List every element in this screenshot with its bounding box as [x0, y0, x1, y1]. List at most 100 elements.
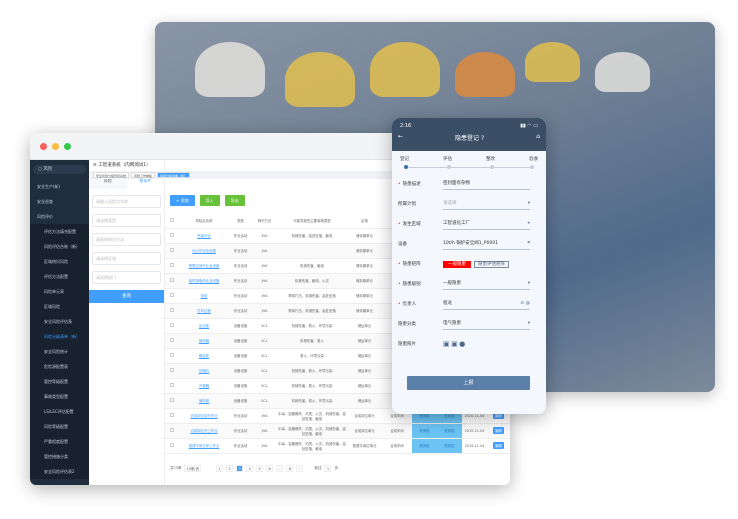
risk-point-link[interactable]: 冷凝器: [179, 378, 229, 394]
filter-input[interactable]: 请选择区域: [92, 252, 161, 265]
submit-button[interactable]: 上报: [407, 376, 530, 390]
risk-point-link[interactable]: 反应釜: [179, 318, 229, 334]
row-checkbox[interactable]: [170, 233, 174, 237]
page-button[interactable]: ...: [276, 465, 284, 472]
sidebar-item[interactable]: 安全风险评估表: [30, 314, 89, 329]
add-voice-icon[interactable]: ●: [459, 340, 466, 348]
field-input[interactable]: 程龙 ⊙ @: [443, 299, 530, 310]
dropdown-caret-icon[interactable]: ▾: [527, 280, 530, 286]
row-checkbox[interactable]: [170, 323, 174, 327]
scan-icon[interactable]: ⌗: [527, 240, 530, 246]
row-checkbox[interactable]: [170, 278, 174, 282]
page-button[interactable]: 1: [216, 465, 224, 472]
next-page-button[interactable]: ›: [296, 465, 304, 472]
maximize-dot[interactable]: [64, 142, 71, 150]
page-size-select[interactable]: 10条/页: [184, 465, 202, 472]
risk-point-link[interactable]: 换热器: [179, 333, 229, 349]
field-input[interactable]: 工智道化工厂 ⌖: [443, 219, 530, 230]
risk-point-link[interactable]: 合成岗位开工作业: [179, 423, 229, 439]
risk-point-link[interactable]: 动火作业及设施: [179, 243, 229, 259]
sidebar-item[interactable]: 区域辨识风险: [30, 254, 89, 269]
query-button[interactable]: 查询: [89, 290, 164, 303]
risk-matrix-button[interactable]: 隐患评估矩阵: [474, 261, 509, 268]
page-button[interactable]: 8: [286, 465, 294, 472]
row-checkbox[interactable]: [170, 443, 174, 447]
row-checkbox[interactable]: [170, 368, 174, 372]
row-checkbox[interactable]: [170, 428, 174, 432]
filter-input[interactable]: 请输入风险点名称: [92, 195, 161, 208]
row-checkbox[interactable]: [170, 338, 174, 342]
export-button[interactable]: 导出: [224, 195, 245, 206]
page-button[interactable]: 5: [256, 465, 264, 472]
row-checkbox[interactable]: [170, 383, 174, 387]
page-button[interactable]: 2: [226, 465, 234, 472]
hazard-level-tag[interactable]: 一般隐患: [443, 261, 471, 268]
home-icon[interactable]: ⌂: [536, 133, 540, 140]
crumb-tab[interactable]: 安全风险分级管控系统: [93, 172, 130, 178]
field-input[interactable]: 10t/h 锅炉安全阀1_P0001 ⌗: [443, 239, 530, 250]
row-checkbox[interactable]: [170, 248, 174, 252]
select-all-checkbox[interactable]: [170, 217, 174, 222]
field-input[interactable]: 密封面有杂物: [443, 179, 530, 190]
row-checkbox[interactable]: [170, 293, 174, 297]
risk-point-link[interactable]: 压缩机: [179, 363, 229, 379]
risk-point-link[interactable]: 吊装作业: [179, 228, 229, 244]
row-checkbox[interactable]: [170, 308, 174, 312]
field-input[interactable]: 一般隐患 ▾: [443, 279, 530, 290]
row-checkbox[interactable]: [170, 413, 174, 417]
row-checkbox[interactable]: [170, 353, 174, 357]
field-input[interactable]: 电气隐患 ▾: [443, 319, 530, 330]
dropdown-caret-icon[interactable]: ▾: [527, 320, 530, 326]
close-dot[interactable]: [40, 142, 47, 150]
minimize-dot[interactable]: [52, 142, 59, 150]
sidebar-item[interactable]: 风险分级清单（新）: [30, 329, 89, 344]
row-checkbox[interactable]: [170, 263, 174, 267]
risk-point-link[interactable]: 输送泵: [179, 348, 229, 364]
filter-input[interactable]: 请选择类型: [92, 214, 161, 227]
sidebar-search[interactable]: ○ 风险: [33, 165, 86, 174]
goto-input[interactable]: 1: [324, 465, 332, 472]
sidebar-item[interactable]: LS/LEC评估配置: [30, 404, 89, 419]
page-button[interactable]: 6: [266, 465, 274, 472]
sidebar-item[interactable]: 风险单元表: [30, 284, 89, 299]
risk-point-link[interactable]: 受限空间作业及设施: [179, 258, 229, 274]
location-pin-icon[interactable]: ⌖: [527, 220, 530, 226]
sidebar-item[interactable]: 风险等级配置: [30, 419, 89, 434]
sidebar-item[interactable]: 区域风险: [30, 299, 89, 314]
page-button[interactable]: 3: [236, 465, 244, 472]
filter-input[interactable]: 请选择部门: [92, 271, 161, 284]
risk-point-link[interactable]: 储存罐: [179, 393, 229, 409]
edit-button[interactable]: 编辑: [493, 412, 504, 419]
risk-point-link[interactable]: 合成岗位操作作业: [179, 408, 229, 424]
edit-button[interactable]: 编辑: [493, 427, 504, 434]
sidebar-item[interactable]: 安全生产(新): [37, 184, 61, 189]
sidebar-item[interactable]: 危险源配置表: [30, 359, 89, 374]
dropdown-caret-icon[interactable]: ▾: [527, 200, 530, 206]
row-checkbox[interactable]: [170, 398, 174, 402]
sidebar-item[interactable]: 安全风险评估表2: [30, 464, 89, 479]
back-arrow-icon[interactable]: ←: [398, 133, 404, 140]
sidebar-item[interactable]: 风险评估台账（新）: [30, 239, 89, 254]
sidebar-item[interactable]: 事故类型配置: [30, 389, 89, 404]
risk-point-link[interactable]: 氯透平岗位停工作业: [179, 438, 229, 454]
page-button[interactable]: 4: [246, 465, 254, 472]
sidebar-item[interactable]: 评估方法填充配置: [30, 224, 89, 239]
risk-point-link[interactable]: 打料过程: [179, 303, 229, 319]
crumb-tab-active[interactable]: 风险分级清单（新）: [157, 172, 191, 178]
crumb-tab[interactable]: 风险工作看板: [131, 172, 156, 178]
filter-input[interactable]: 请选择辨识方法: [92, 233, 161, 246]
add-image-icon[interactable]: ▣: [443, 340, 450, 348]
sidebar-item[interactable]: 严重程度配置: [30, 434, 89, 449]
add-button[interactable]: + 添加: [170, 195, 195, 206]
import-button[interactable]: 导入: [199, 195, 220, 206]
risk-point-link[interactable]: 巡检: [179, 288, 229, 304]
help-icon[interactable]: ?: [480, 135, 485, 142]
sidebar-item[interactable]: 安全巡查: [37, 199, 53, 204]
contact-icon[interactable]: ⊙ @: [520, 300, 530, 306]
risk-point-link[interactable]: 临时用电作业及设施: [179, 273, 229, 289]
sidebar-item[interactable]: 管控等级配置: [30, 374, 89, 389]
field-input[interactable]: 请选择 ▾: [443, 199, 530, 210]
add-video-icon[interactable]: ▣: [451, 340, 458, 348]
sidebar-item[interactable]: 管控措施分类: [30, 449, 89, 464]
sidebar-item[interactable]: 评估方法配置: [30, 269, 89, 284]
